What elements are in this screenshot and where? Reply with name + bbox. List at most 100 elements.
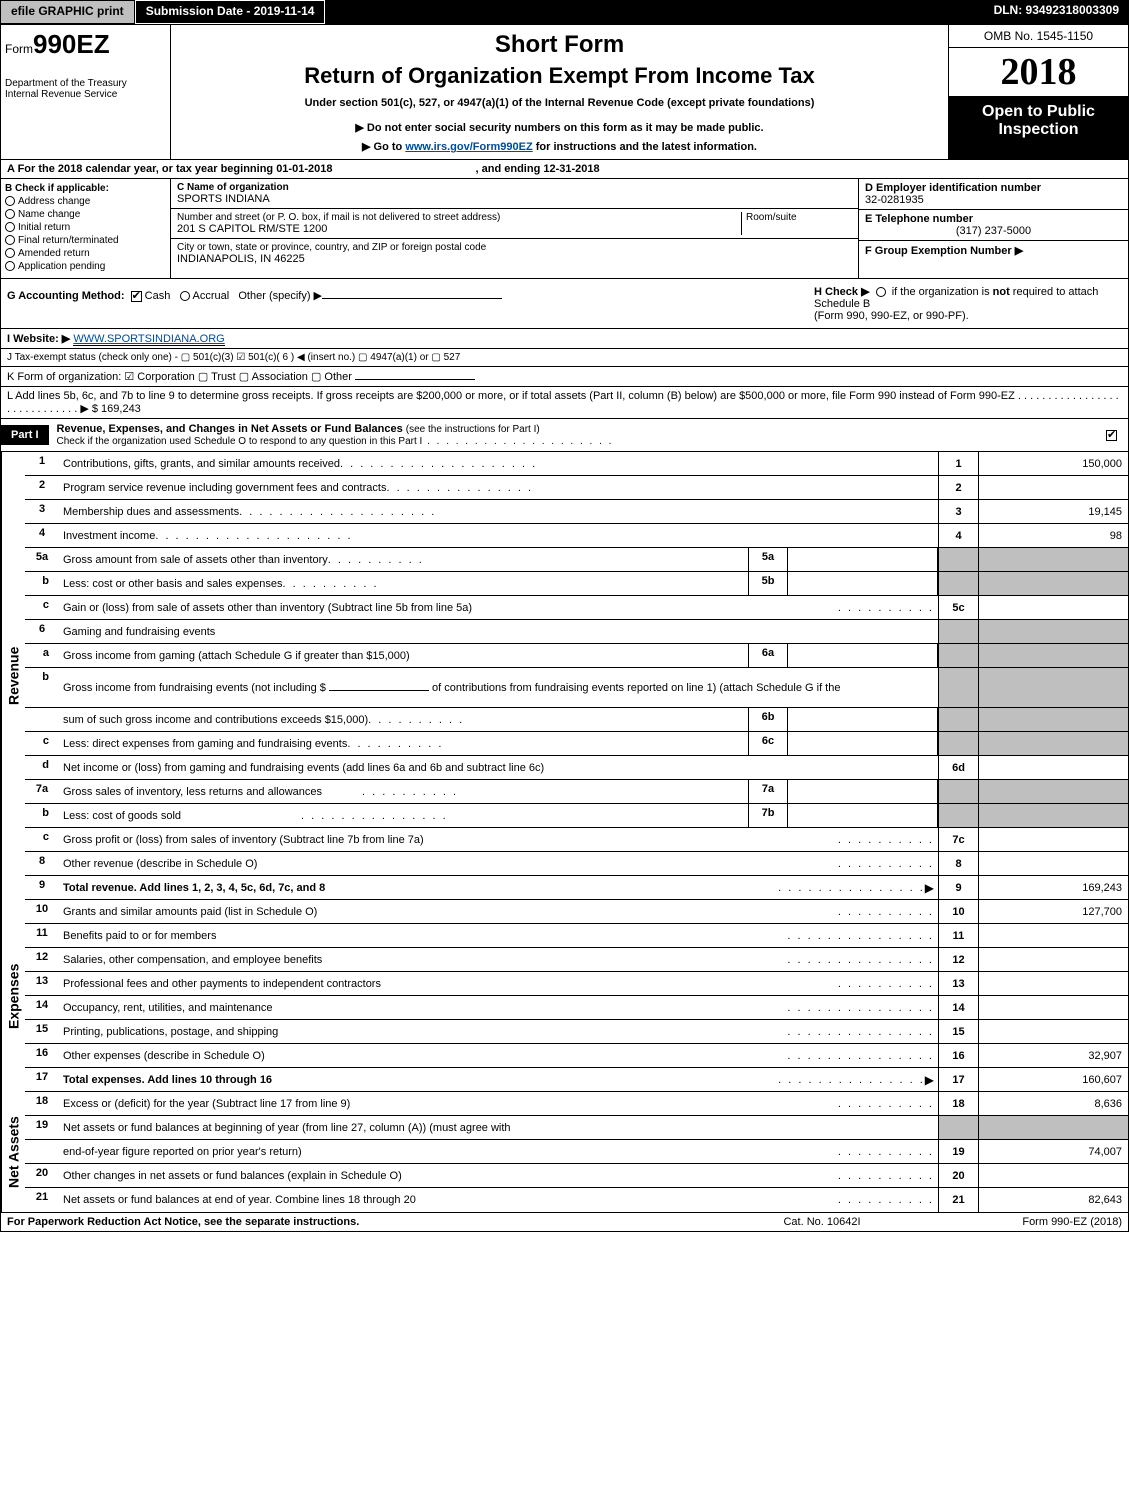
chk-address-change[interactable]: Address change: [5, 196, 166, 207]
k-other-input[interactable]: [355, 379, 475, 380]
line-12-num: 12: [25, 948, 59, 971]
line-7b-midval: [788, 804, 938, 827]
department-treasury: Department of the Treasury: [5, 78, 166, 89]
line-12-rnum: 12: [938, 948, 978, 971]
line-11-rnum: 11: [938, 924, 978, 947]
line-7a-midval: [788, 780, 938, 803]
group-exemption-label: F Group Exemption Number ▶: [865, 245, 1023, 257]
short-form-title: Short Form: [177, 31, 942, 59]
line-19-part1: 19 Net assets or fund balances at beginn…: [25, 1116, 1128, 1140]
line-13: 13 Professional fees and other payments …: [25, 972, 1128, 996]
chk-amended-return[interactable]: Amended return: [5, 248, 166, 259]
footer-cat-no: Cat. No. 10642I: [722, 1216, 922, 1228]
line-16-value: 32,907: [978, 1044, 1128, 1067]
line-4: 4 Investment income 4 98: [25, 524, 1128, 548]
line-15-rnum: 15: [938, 1020, 978, 1043]
open-to-public: Open to Public Inspection: [949, 97, 1128, 159]
col-c-org: C Name of organization SPORTS INDIANA Nu…: [171, 179, 858, 278]
line-11-value: [978, 924, 1128, 947]
line-17-value: 160,607: [978, 1068, 1128, 1091]
line-16-rnum: 16: [938, 1044, 978, 1067]
chk-final-return[interactable]: Final return/terminated: [5, 235, 166, 246]
line-6c-rnum-shaded: [938, 732, 978, 755]
line-20-desc: Other changes in net assets or fund bala…: [63, 1170, 402, 1182]
row-gh: G Accounting Method: Cash Accrual Other …: [0, 279, 1129, 329]
form-990ez: 990EZ: [33, 29, 110, 59]
other-specify-input[interactable]: [322, 298, 502, 299]
line-3-value: 19,145: [978, 500, 1128, 523]
line-6c: c Less: direct expenses from gaming and …: [25, 732, 1128, 756]
row-i-website: I Website: ▶ WWW.SPORTSINDIANA.ORG: [0, 329, 1129, 349]
line-6b-midval: [788, 708, 938, 731]
chk-schedule-b[interactable]: [876, 287, 886, 297]
line-15-desc: Printing, publications, postage, and shi…: [63, 1026, 278, 1038]
line-6a-desc: Gross income from gaming (attach Schedul…: [63, 650, 410, 662]
line-5c-rnum: 5c: [938, 596, 978, 619]
line-11: 11 Benefits paid to or for members 11: [25, 924, 1128, 948]
chk-initial-return[interactable]: Initial return: [5, 222, 166, 233]
city-label: City or town, state or province, country…: [177, 242, 852, 253]
line-6-rnum-shaded: [938, 620, 978, 643]
line-6b-amount-input[interactable]: [329, 690, 429, 691]
open-line2: Inspection: [955, 121, 1122, 139]
line-8: 8 Other revenue (describe in Schedule O)…: [25, 852, 1128, 876]
ssn-warning: ▶ Do not enter social security numbers o…: [177, 121, 942, 134]
group-exemption-cell: F Group Exemption Number ▶: [859, 241, 1128, 278]
col-def: D Employer identification number 32-0281…: [858, 179, 1128, 278]
line-7a-rval-shaded: [978, 780, 1128, 803]
line-7c-value: [978, 828, 1128, 851]
chk-cash[interactable]: [131, 291, 142, 302]
col-b-checkboxes: B Check if applicable: Address change Na…: [1, 179, 171, 278]
net-assets-section: Net Assets 18 Excess or (deficit) for th…: [0, 1092, 1129, 1213]
irs-link[interactable]: www.irs.gov/Form990EZ: [405, 141, 532, 153]
line-5a-rval-shaded: [978, 548, 1128, 571]
line-17: 17 Total expenses. Add lines 10 through …: [25, 1068, 1128, 1092]
line-5a-midval: [788, 548, 938, 571]
line-18: 18 Excess or (deficit) for the year (Sub…: [25, 1092, 1128, 1116]
chk-name-change[interactable]: Name change: [5, 209, 166, 220]
line-6d-rnum: 6d: [938, 756, 978, 779]
phone-value: (317) 237-5000: [865, 225, 1122, 237]
other-label: Other (specify) ▶: [238, 290, 322, 302]
line-6a-rval-shaded: [978, 644, 1128, 667]
efile-print-button[interactable]: efile GRAPHIC print: [0, 0, 135, 24]
line-6-num: 6: [25, 620, 59, 643]
line-3-rnum: 3: [938, 500, 978, 523]
line-15: 15 Printing, publications, postage, and …: [25, 1020, 1128, 1044]
room-label: Room/suite: [746, 212, 852, 223]
line-5c: c Gain or (loss) from sale of assets oth…: [25, 596, 1128, 620]
line-6: 6 Gaming and fundraising events: [25, 620, 1128, 644]
phone-cell: E Telephone number (317) 237-5000: [859, 210, 1128, 241]
line-6-rval-shaded: [978, 620, 1128, 643]
line-9-desc: Total revenue. Add lines 1, 2, 3, 4, 5c,…: [63, 882, 325, 894]
line-7b: b Less: cost of goods sold 7b: [25, 804, 1128, 828]
org-name: SPORTS INDIANA: [177, 193, 852, 205]
line-20-value: [978, 1164, 1128, 1187]
line-1-rnum: 1: [938, 452, 978, 475]
form-number: Form990EZ: [5, 29, 166, 60]
line-7a: 7a Gross sales of inventory, less return…: [25, 780, 1128, 804]
footer-form-no: Form 990-EZ (2018): [922, 1216, 1122, 1228]
line-5b-midnum: 5b: [748, 572, 788, 595]
line-6c-rval-shaded: [978, 732, 1128, 755]
line-7a-num: 7a: [25, 780, 59, 803]
chk-accrual[interactable]: [180, 291, 190, 301]
line-19-part2: end-of-year figure reported on prior yea…: [25, 1140, 1128, 1164]
expenses-section: Expenses 10 Grants and similar amounts p…: [0, 900, 1129, 1092]
line-6c-desc: Less: direct expenses from gaming and fu…: [63, 738, 347, 750]
line-21-desc: Net assets or fund balances at end of ye…: [63, 1194, 416, 1206]
under-section: Under section 501(c), 527, or 4947(a)(1)…: [177, 97, 942, 109]
line-20-rnum: 20: [938, 1164, 978, 1187]
line-6b-num: b: [25, 668, 59, 707]
line-7c-rnum: 7c: [938, 828, 978, 851]
line-5a-desc: Gross amount from sale of assets other t…: [63, 554, 328, 566]
row-a-tax-year: A For the 2018 calendar year, or tax yea…: [0, 160, 1129, 179]
line-4-desc: Investment income: [63, 530, 155, 542]
chk-application-pending[interactable]: Application pending: [5, 261, 166, 272]
part-1-title: Revenue, Expenses, and Changes in Net As…: [49, 419, 1098, 451]
website-link[interactable]: WWW.SPORTSINDIANA.ORG: [73, 333, 224, 346]
line-5a-midnum: 5a: [748, 548, 788, 571]
line-10-rnum: 10: [938, 900, 978, 923]
line-19b-num: [25, 1140, 59, 1163]
schedule-o-checkbox[interactable]: [1106, 430, 1117, 441]
